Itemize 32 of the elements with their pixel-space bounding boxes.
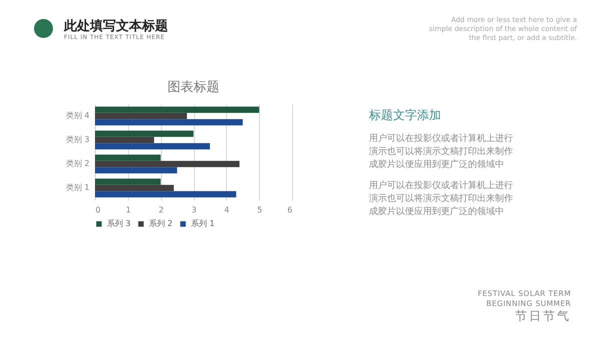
bar [95, 130, 194, 137]
bar [95, 143, 210, 150]
y-tick-label: 类别 2 [66, 159, 90, 168]
x-tick-label: 3 [191, 206, 197, 214]
bar [95, 119, 243, 126]
text: 用户可以在投影仪或者计算机上进行演示也可以将演示文稿打印出来制作成胶片以便应用到更广泛的领域中 [369, 133, 514, 172]
bar [95, 112, 187, 120]
x-tick-label: 1 [126, 206, 131, 214]
bar [95, 191, 236, 198]
bar [95, 154, 161, 161]
bar [95, 160, 240, 168]
legend-label: 系列 2 [149, 219, 173, 228]
bar [95, 136, 154, 144]
text: 此处填写文本标题 [64, 18, 168, 34]
y-tick-label: 类别 3 [66, 135, 90, 144]
y-tick-label: 类别 1 [66, 183, 90, 192]
y-tick-label: 类别 4 [66, 111, 90, 120]
x-tick-label: 2 [158, 206, 164, 214]
x-tick-label: 4 [224, 206, 230, 214]
legend-label: 系列 1 [191, 219, 215, 228]
bar [95, 178, 161, 185]
text: 节日节气 [515, 308, 571, 325]
x-tick-label: 6 [287, 206, 292, 214]
x-tick-label: 0 [96, 206, 101, 214]
chart-title: 图表标题 [168, 80, 220, 95]
legend-label: 系列 3 [107, 219, 131, 228]
bar [95, 184, 174, 192]
x-tick-label: 5 [257, 206, 262, 214]
text: 标题文字添加 [369, 107, 441, 124]
text: 用户可以在投影仪或者计算机上进行演示也可以将演示文稿打印出来制作成胶片以便应用到更广泛的领域中 [369, 180, 514, 219]
bar [95, 106, 260, 113]
bar [95, 167, 178, 174]
